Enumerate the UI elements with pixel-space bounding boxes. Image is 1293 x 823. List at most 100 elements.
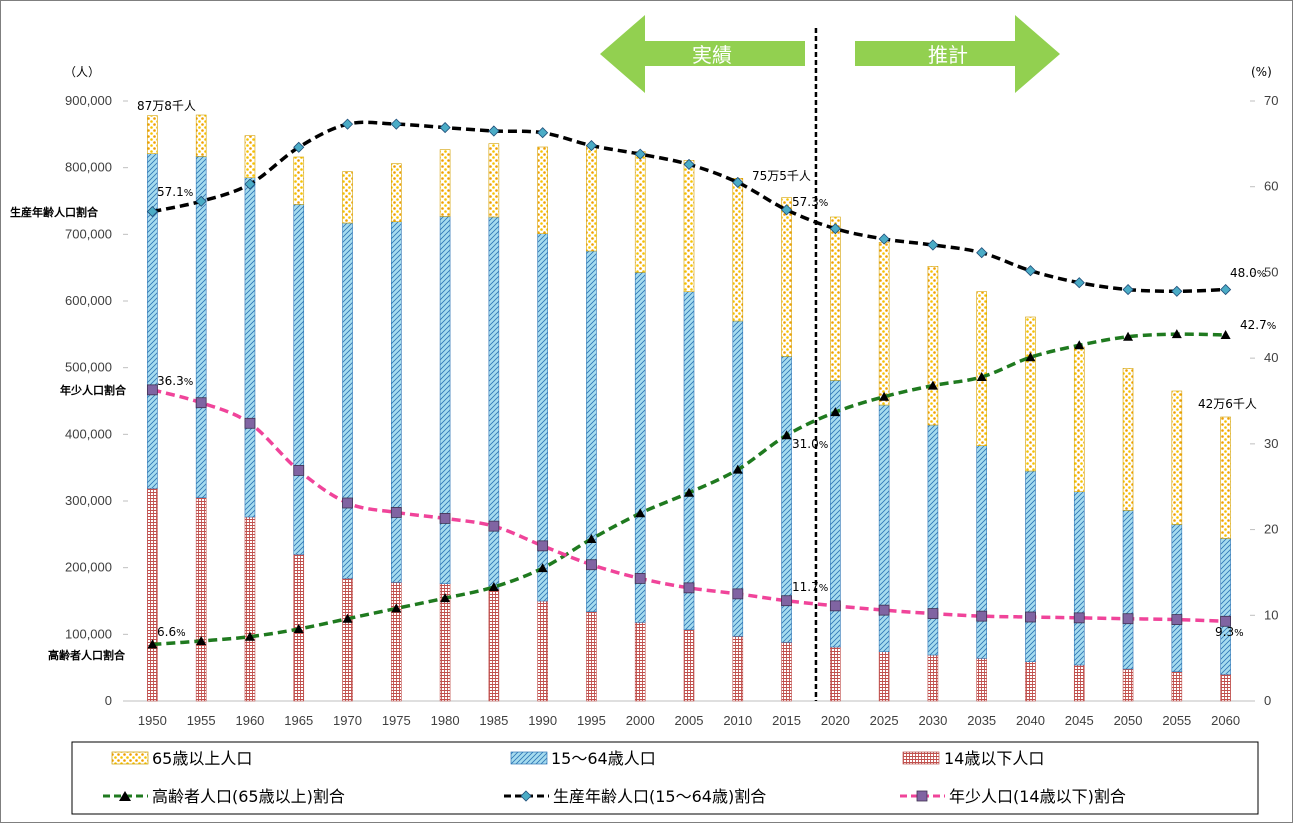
youth-ratio-point (390, 507, 402, 518)
x-tick-label: 1955 (187, 713, 216, 728)
bar-young (342, 578, 353, 702)
working-ratio-point (829, 223, 841, 235)
y2-tick-label: 60 (1264, 179, 1278, 194)
bar-elderly (244, 135, 256, 178)
x-tick-label: 1975 (382, 713, 411, 728)
working-ratio-point (195, 195, 207, 207)
y-tick-label: 300,000 (65, 493, 112, 508)
working-ratio-point (878, 233, 890, 245)
bar-young (732, 636, 744, 702)
svg-text:9.3%: 9.3% (1215, 625, 1244, 639)
working-ratio-point (341, 118, 354, 130)
youth-ratio-point (146, 384, 158, 396)
y2-tick-label: 20 (1264, 522, 1278, 537)
x-tick-label: 1990 (528, 713, 557, 728)
elderly-ratio-point (976, 372, 987, 381)
working-ratio-point (146, 206, 158, 218)
y-tick-label: 700,000 (65, 226, 112, 241)
legend: 65歳以上人口 15〜64歳人口 14歳以下人口 高齢者人口(65歳以上)割合 … (71, 741, 1259, 815)
bar-elderly (732, 178, 744, 322)
x-tick-label: 1970 (333, 713, 362, 728)
youth-ratio-point (1220, 615, 1232, 627)
youth-ratio-point (732, 588, 744, 600)
youth-ratio-point (1171, 614, 1183, 625)
bar-elderly (293, 156, 305, 205)
y2-axis-unit: (%) (1251, 65, 1272, 79)
elderly-ratio-point (830, 407, 841, 417)
bar-working (439, 216, 451, 584)
bar-working (195, 156, 207, 498)
working-ratio-point (780, 204, 793, 216)
y-tick-label: 600,000 (65, 293, 112, 308)
x-tick-label: 2020 (821, 713, 850, 728)
bar-young (683, 629, 695, 702)
y-tick-label: 0 (105, 693, 112, 708)
elderly-ratio-point (196, 636, 207, 645)
working-ratio-point (683, 158, 695, 170)
bar-elderly (878, 242, 890, 406)
actual-arrow-label: 実績 (692, 43, 732, 67)
total-label-1950: 87万8千人 (137, 99, 196, 113)
elderly-ratio-point (391, 603, 402, 613)
elderly-ratio-point (537, 563, 548, 573)
bar-elderly (1220, 416, 1231, 539)
working-ratio-point (293, 141, 305, 153)
bar-working (1171, 524, 1183, 672)
x-tick-label: 2030 (918, 713, 947, 728)
x-tick-label: 2015 (772, 713, 801, 728)
bar-young (391, 582, 402, 702)
y2-tick-label: 30 (1264, 436, 1278, 451)
working-ratio-point (537, 127, 549, 139)
svg-text:36.3%: 36.3% (157, 374, 193, 388)
elderly-ratio-point (440, 593, 451, 603)
bar-working (683, 291, 695, 630)
legend-swatch-elderly (111, 751, 149, 765)
bar-working (586, 250, 597, 612)
working-ratio-point (1220, 284, 1232, 296)
bar-working (1025, 470, 1036, 662)
elderly-ratio-point (488, 582, 499, 591)
working-ratio-point (1122, 284, 1134, 296)
youth-ratio-label: 年少人口割合 (60, 383, 127, 397)
bar-working (244, 177, 256, 518)
working-ratio-point (244, 178, 256, 190)
legend-label-elderly: 65歳以上人口 (152, 749, 252, 768)
bar-elderly (195, 114, 207, 157)
bar-working (1122, 510, 1134, 670)
bar-elderly (1171, 390, 1183, 525)
bar-elderly (781, 197, 792, 357)
youth-2015-value: 11.7 (792, 580, 819, 594)
x-tick-label: 2010 (723, 713, 752, 728)
svg-text:31.0%: 31.0% (792, 437, 828, 451)
bar-young (1171, 671, 1183, 702)
bar-elderly (830, 216, 841, 381)
y2-tick-label: 0 (1264, 693, 1271, 708)
x-tick-label: 2000 (626, 713, 655, 728)
elderly-ratio-point (147, 639, 158, 649)
elderly-ratio-point (1074, 340, 1085, 350)
bar-young (488, 588, 500, 702)
bar-elderly (1122, 368, 1134, 511)
youth-ratio-point (586, 559, 597, 571)
youth-ratio-point (244, 417, 256, 429)
bar-young (634, 622, 646, 702)
bar-elderly (147, 115, 158, 154)
bar-working (147, 153, 158, 489)
youth-ratio-point (927, 608, 939, 619)
youth-ratio-point (195, 397, 207, 409)
svg-text:48.0%: 48.0% (1230, 266, 1266, 280)
bar-working (927, 424, 939, 656)
working-ratio-point (1171, 285, 1183, 297)
youth-ratio-point (293, 465, 305, 476)
bar-young (878, 651, 890, 702)
y-axis-unit: （人） (64, 65, 100, 79)
x-tick-label: 2055 (1162, 713, 1191, 728)
bar-young (781, 642, 792, 702)
youth-ratio-point (537, 540, 549, 552)
youth-ratio-point (878, 604, 890, 616)
estimate-arrow-label: 推計 (928, 43, 968, 67)
elderly-2060-value: 42.7 (1240, 318, 1267, 332)
bar-young (195, 497, 207, 702)
elderly-ratio-point (1123, 331, 1134, 341)
